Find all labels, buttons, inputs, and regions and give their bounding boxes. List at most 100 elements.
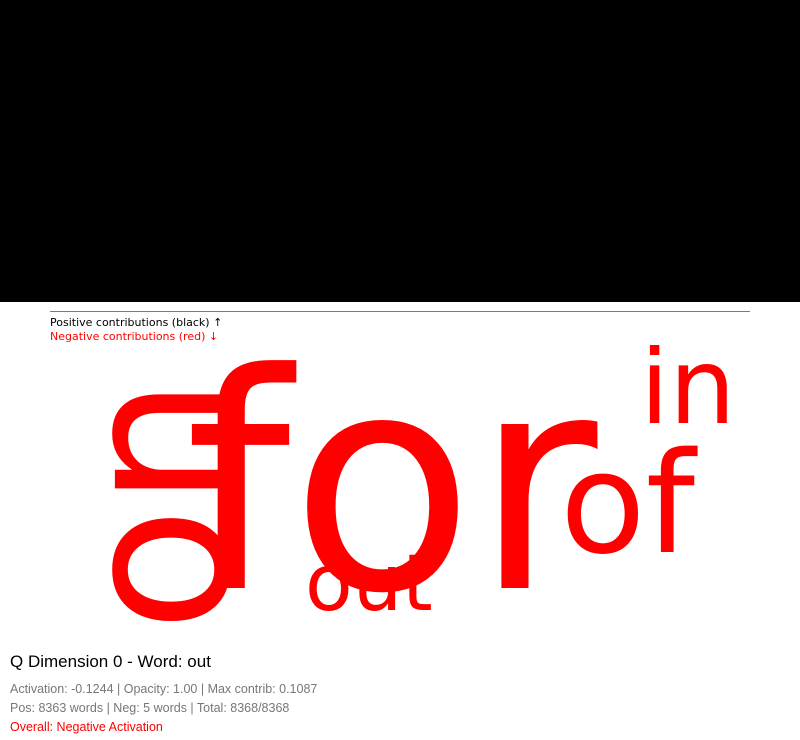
cloud-word: trouble — [748, 95, 791, 109]
cloud-word: swing — [568, 246, 632, 271]
cloud-word: let — [332, 33, 358, 57]
cloud-word: iron — [322, 238, 361, 262]
cloud-word: mess — [509, 97, 531, 106]
cloud-word: shut — [436, 2, 463, 16]
cloud-word: pie — [567, 217, 578, 225]
cloud-word: dirt — [574, 206, 602, 225]
cloud-word: she — [320, 95, 336, 105]
cloud-word: butter — [289, 2, 317, 12]
cloud-word: bite — [175, 24, 435, 181]
cloud-word: blast — [4, 277, 24, 286]
cloud-word: rub — [316, 105, 350, 129]
cloud-word: false — [659, 262, 667, 279]
cloud-word: odds — [458, 211, 487, 225]
cloud-word: left — [635, 28, 644, 41]
cloud-word: bones — [590, 176, 615, 185]
cloud-word: rise — [652, 80, 682, 99]
cloud-word: focus — [336, 233, 363, 244]
cloud-word: little — [320, 19, 352, 35]
cloud-word: draw — [285, 287, 313, 300]
cloud-word: mode — [713, 99, 753, 115]
cloud-word: thisthat — [518, 5, 549, 14]
cloud-word: rights — [100, 275, 152, 296]
cloud-word: half — [374, 74, 390, 83]
cloud-word: bring — [766, 201, 785, 209]
cloud-word: get — [263, 141, 283, 155]
cloud-word: shoot — [572, 0, 739, 67]
cloud-word: catch — [738, 138, 793, 162]
cloud-word: ice — [6, 61, 21, 72]
cloud-word: stride — [8, 4, 231, 94]
cloud-word: use — [557, 38, 565, 51]
cloud-word: tracks — [177, 44, 214, 58]
cloud-word: sin — [12, 195, 41, 219]
cloud-word: toes — [148, 106, 183, 125]
cloud-word: dust — [322, 123, 355, 141]
cloud-word: inch — [495, 177, 512, 186]
cloud-word: anything — [63, 57, 103, 67]
cloud-word: bits — [572, 116, 609, 140]
cloud-word: grab — [48, 84, 163, 142]
cloud-word: emotion — [639, 248, 647, 277]
cloud-word: effect — [596, 147, 631, 161]
cloud-word: just — [519, 269, 543, 284]
cloud-word: ill — [52, 84, 64, 100]
cloud-word: me — [678, 27, 690, 35]
cloud-word: feed — [417, 17, 437, 27]
cloud-word: become — [97, 146, 126, 154]
cloud-word: water — [532, 166, 589, 190]
word-count-stats: Pos: 8363 words | Neg: 5 words | Total: … — [10, 701, 290, 715]
cloud-word: ever — [532, 19, 548, 27]
cloud-word: act — [494, 152, 513, 166]
cloud-word: butt — [765, 234, 786, 245]
cloud-word: brains — [534, 159, 559, 168]
cloud-word: knees — [705, 159, 738, 172]
cloud-word: non — [670, 0, 693, 13]
cloud-word: doing — [461, 94, 484, 103]
cloud-word: eat — [409, 179, 429, 193]
cloud-word: so — [58, 145, 124, 213]
cloud-word: ground — [526, 82, 562, 93]
cloud-word: break — [508, 285, 545, 300]
cloud-word: swallow — [768, 0, 796, 7]
cloud-word: neck — [340, 207, 367, 220]
cloud-word: you — [492, 114, 533, 139]
cloud-word: stop — [58, 145, 184, 213]
cloud-word: for — [185, 345, 598, 645]
negative-word-cloud: on for in of out — [0, 345, 800, 645]
cloud-word: town — [520, 71, 540, 80]
cloud-word: out — [305, 539, 433, 629]
cloud-word: business — [576, 96, 629, 110]
cloud-word: crack — [760, 64, 782, 73]
cloud-word: being — [740, 29, 766, 39]
cloud-word: hows — [175, 24, 524, 181]
cloud-word: clear — [297, 163, 352, 188]
cloud-word: lead — [640, 240, 756, 302]
cloud-word: holdlets — [640, 214, 720, 238]
positive-word-cloud: your bite lose strike stop beat shoot lead kick p… — [0, 0, 800, 302]
cloud-word: hands — [660, 115, 733, 143]
cloud-word: of — [560, 423, 695, 586]
cloud-word: pay — [610, 70, 644, 91]
cloud-word: raise — [76, 206, 135, 234]
cloud-word: getting — [196, 151, 225, 160]
cloud-word: steam — [546, 0, 568, 7]
cloud-word: beg — [480, 247, 496, 256]
cloud-word: earth — [760, 116, 787, 127]
activation-stats: Activation: -0.1244 | Opacity: 1.00 | Ma… — [10, 682, 318, 696]
cloud-word: hanging — [472, 220, 509, 230]
cloud-word: his — [632, 78, 641, 90]
cloud-word: cash — [6, 184, 30, 195]
cloud-word: fingers — [623, 158, 679, 177]
cloud-word: action — [460, 200, 494, 213]
cloud-word: serve — [187, 0, 248, 23]
cloud-word: beat — [22, 218, 140, 278]
cloud-word: cant — [412, 40, 456, 64]
cloud-word: night — [459, 129, 478, 137]
cloud-word: holiday — [600, 9, 644, 23]
cloud-word: hang — [170, 34, 196, 45]
cloud-word: pants — [316, 3, 367, 24]
cloud-word: earn — [329, 261, 354, 274]
cloud-word: lose — [180, 111, 535, 302]
cloud-word: chips — [330, 74, 351, 83]
